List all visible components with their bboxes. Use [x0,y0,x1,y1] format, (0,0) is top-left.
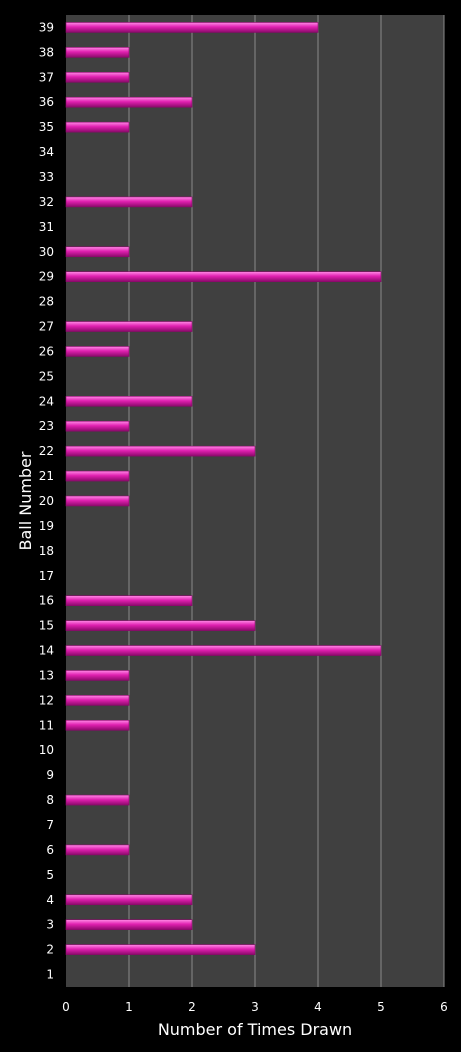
y-tick-label: 16 [39,594,54,608]
x-tick-label: 3 [251,1000,259,1014]
bar [65,72,130,83]
y-tick-label: 17 [39,569,54,583]
y-tick-label: 18 [39,544,54,558]
y-tick-label: 35 [39,120,54,134]
bar [65,96,193,108]
y-tick-label: 13 [39,668,54,682]
y-tick-label: 24 [39,394,54,408]
bar [65,396,193,407]
y-tick-label: 10 [39,743,54,757]
x-tick-label: 0 [62,1000,70,1014]
bar [65,470,130,482]
bar [65,670,130,681]
y-tick-label: 1 [46,968,54,982]
y-tick-label: 5 [46,868,54,882]
bar [65,47,130,58]
y-tick-label: 22 [39,444,54,458]
bar [65,794,130,806]
y-tick-label: 3 [46,918,54,932]
bar [65,271,382,282]
x-tick-label: 2 [188,1000,196,1014]
bar [65,695,130,706]
y-tick-labels: 1234567891011121314151617181920212223242… [39,20,54,981]
x-tick-labels: 0 1 2 3 4 5 6 [62,1000,448,1014]
y-tick-label: 32 [39,195,54,209]
y-tick-label: 6 [46,843,54,857]
x-tick-label: 5 [377,1000,385,1014]
bar [65,919,193,930]
bar [65,645,382,656]
y-tick-label: 11 [39,718,54,732]
y-tick-label: 12 [39,693,54,707]
bar [65,121,130,133]
x-axis-title: Number of Times Drawn [158,1020,352,1039]
bar [65,495,130,507]
x-tick-label: 4 [314,1000,322,1014]
bar [65,445,256,457]
bar [65,321,193,332]
y-tick-label: 9 [46,768,54,782]
y-tick-label: 25 [39,369,54,383]
y-tick-label: 30 [39,245,54,259]
y-tick-label: 36 [39,95,54,109]
x-tick-label: 1 [125,1000,133,1014]
bar [65,944,256,955]
y-tick-label: 8 [46,793,54,807]
y-axis-title: Ball Number [16,451,35,550]
y-tick-label: 27 [39,320,54,334]
y-tick-label: 2 [46,943,54,957]
bar [65,595,193,606]
y-tick-label: 31 [39,220,54,234]
bar [65,346,130,357]
y-tick-label: 19 [39,519,54,533]
gridlines [128,15,445,987]
bar [65,246,130,258]
y-tick-label: 28 [39,295,54,309]
bars [65,22,382,955]
y-tick-label: 21 [39,469,54,483]
bar [65,620,256,631]
bar [65,420,130,432]
bar [65,196,193,208]
y-tick-label: 26 [39,344,54,358]
y-tick-label: 34 [39,145,54,159]
y-tick-label: 29 [39,270,54,284]
y-tick-label: 39 [39,20,54,34]
y-tick-label: 23 [39,419,54,433]
y-tick-label: 4 [46,893,54,907]
y-tick-label: 38 [39,45,54,59]
y-tick-label: 20 [39,494,54,508]
y-tick-label: 7 [46,818,54,832]
bar [65,720,130,731]
y-tick-label: 14 [39,644,54,658]
bar [65,894,193,906]
x-tick-label: 6 [440,1000,448,1014]
y-tick-label: 33 [39,170,54,184]
y-tick-label: 37 [39,70,54,84]
bar [65,844,130,856]
y-tick-label: 15 [39,619,54,633]
bar [65,22,319,33]
